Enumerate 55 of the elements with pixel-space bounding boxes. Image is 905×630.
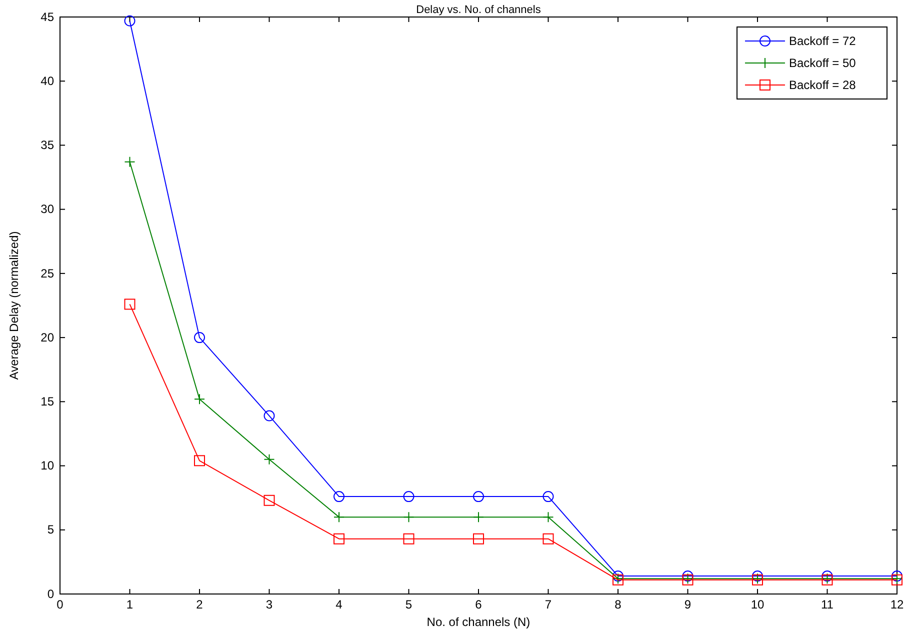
point [124,298,136,310]
point [542,512,554,523]
x-tick-label: 12 [890,598,904,612]
x-tick-label: 6 [475,598,482,612]
point [264,410,275,422]
y-tick-label: 30 [40,202,54,216]
point [892,570,902,582]
point [752,570,763,582]
x-tick-label: 5 [405,598,412,612]
point [334,491,344,502]
point [264,494,275,506]
x-tick-label: 0 [56,598,64,612]
y-tick-label: 10 [40,458,54,473]
point [473,533,484,544]
point [682,570,694,582]
point [124,15,136,26]
point [542,491,554,502]
x-tick-label: 9 [684,598,692,612]
point [473,512,484,523]
x-tick-label: 11 [821,598,834,612]
point [264,454,275,465]
x-tick-label: 1 [126,598,134,612]
legend-label: Backoff = 72 [789,34,856,48]
point [334,512,344,523]
point [194,455,205,466]
y-tick-label: 5 [47,522,54,537]
point [194,332,205,344]
point [194,394,205,405]
y-tick-label: 20 [40,330,54,344]
y-tick-label: 0 [47,586,54,601]
y-tick-label: 45 [40,10,54,24]
point [403,512,414,523]
y-tick-label: 15 [40,394,54,409]
point [403,533,414,544]
y-axis-title: Average Delay (normalized) [7,231,21,380]
legend-label: Backoff = 50 [789,56,856,70]
point [334,533,344,544]
y-tick-label: 25 [40,266,54,280]
x-tick-label: 8 [614,598,622,612]
x-tick-label: 2 [196,598,204,612]
y-tick-label: 35 [40,138,54,152]
point [542,533,554,544]
chart-title: Delay vs. No. of channels [416,4,542,16]
x-tick-label: 3 [266,598,273,612]
x-tick-label: 4 [336,598,343,612]
point [124,156,136,168]
point [612,570,624,582]
point [822,570,833,582]
point [403,491,414,502]
x-tick-label: 10 [750,598,764,612]
x-axis-title: No. of channels (N) [426,615,530,629]
point [473,491,484,502]
legend-label: Backoff = 28 [789,78,856,92]
y-tick-label: 40 [40,74,54,88]
x-tick-label: 7 [544,598,552,612]
